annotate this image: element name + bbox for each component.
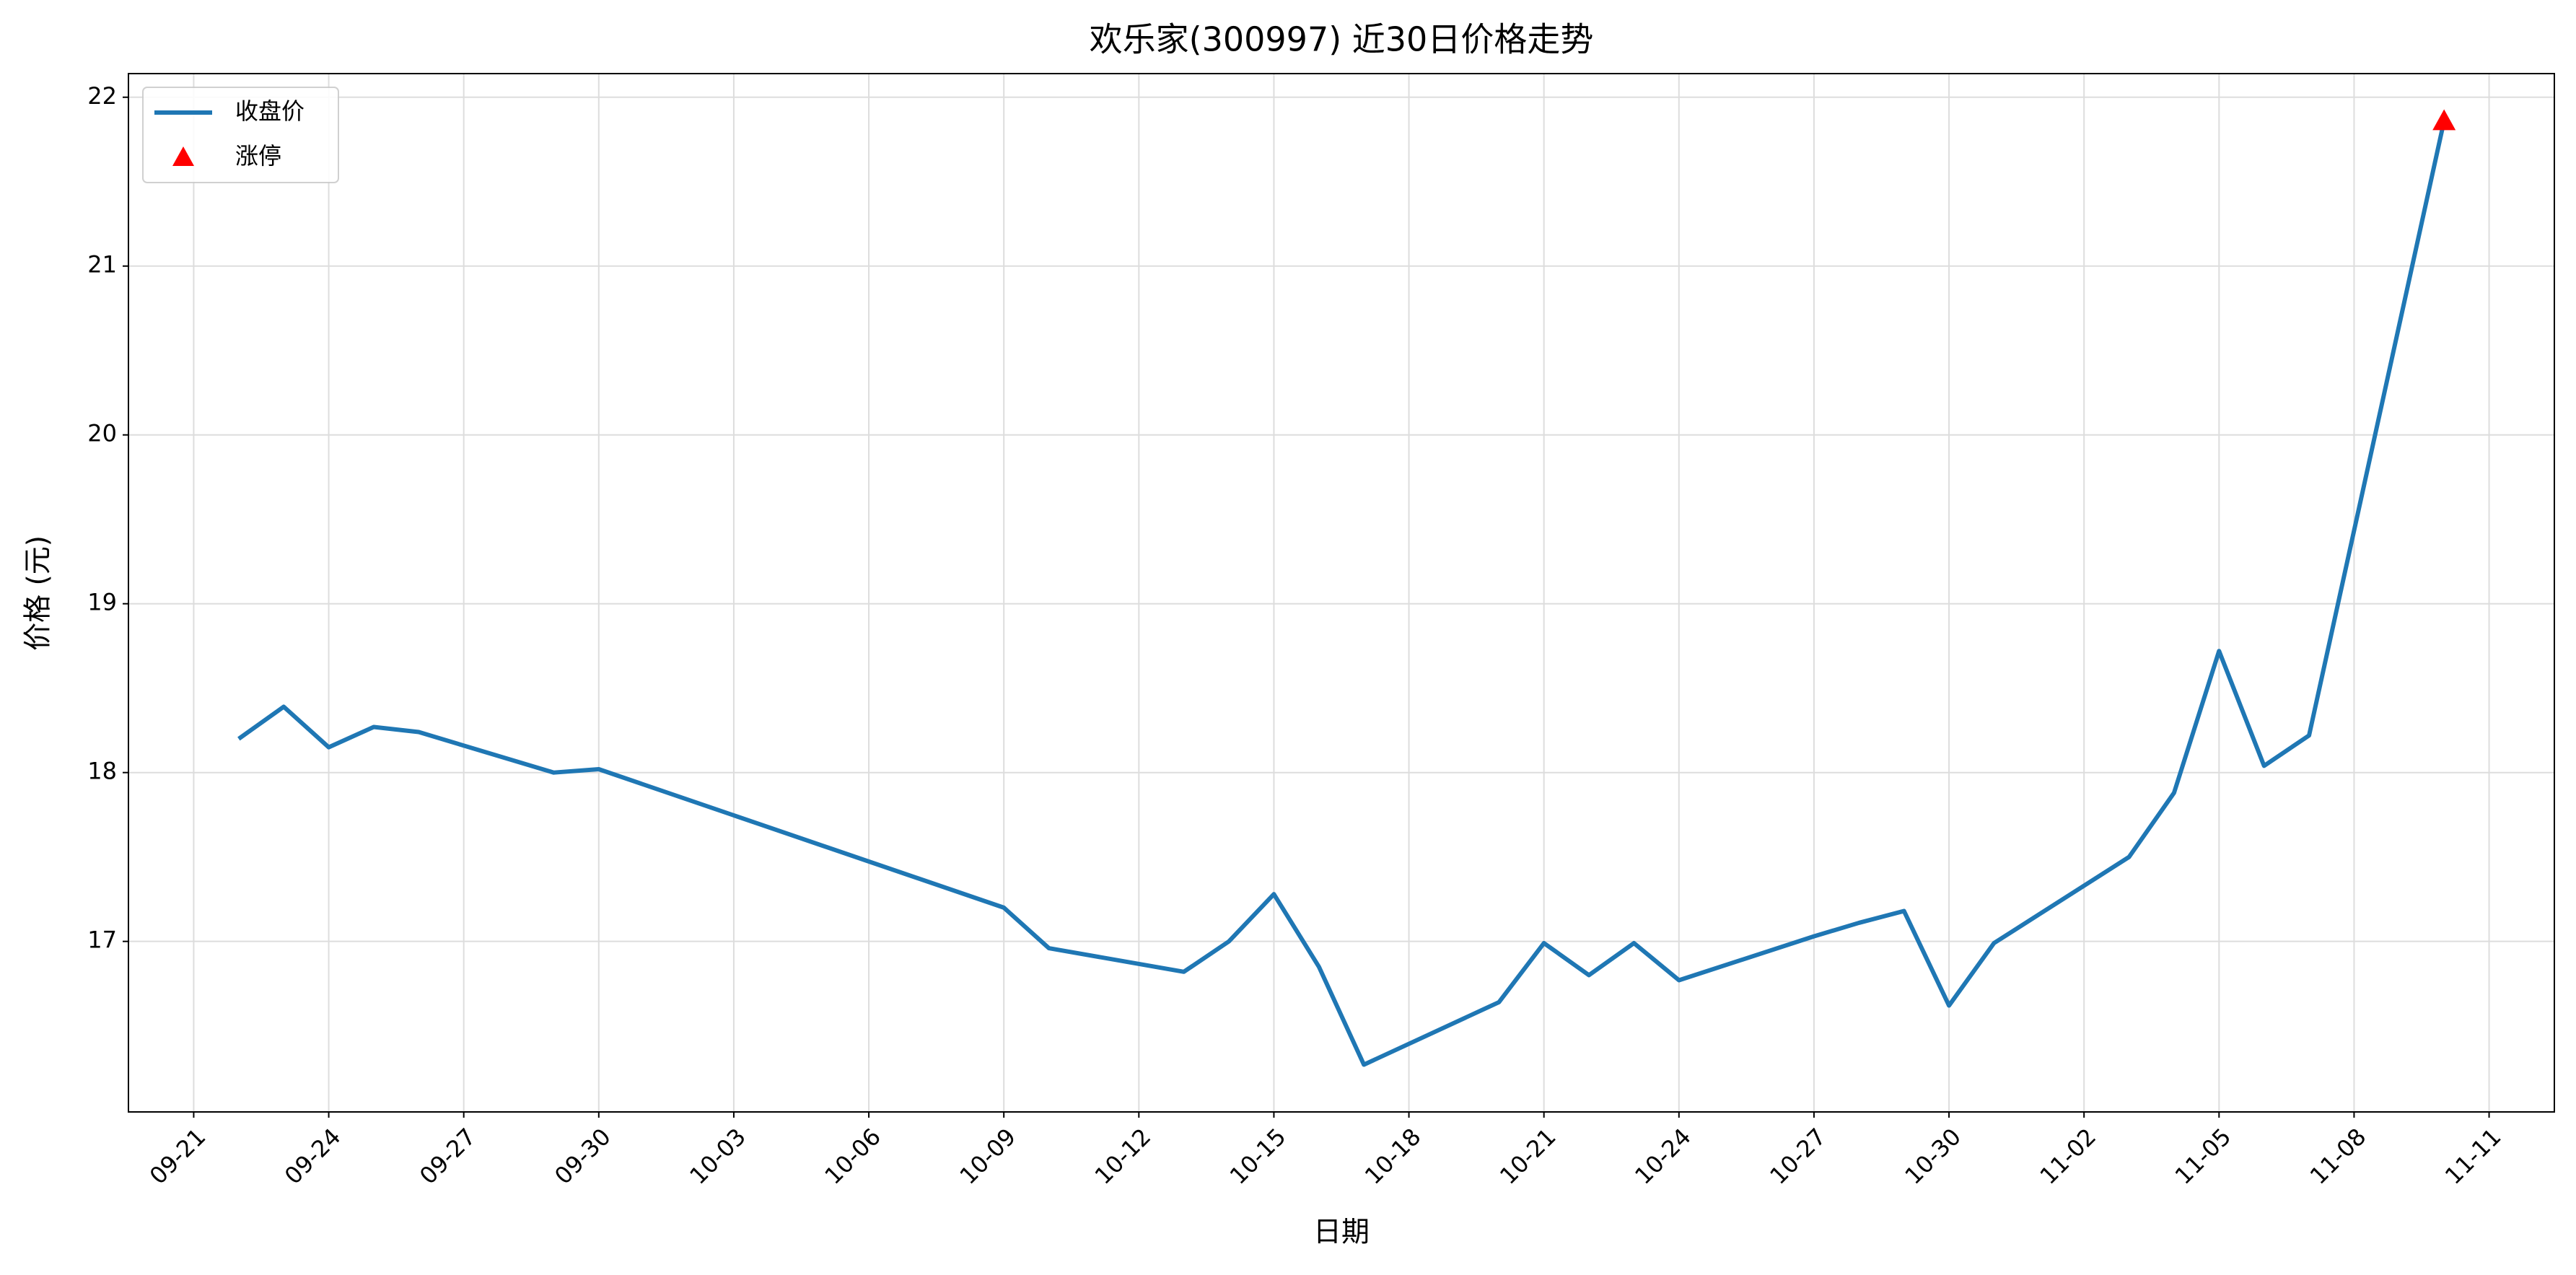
limit-up-marker xyxy=(2432,109,2456,131)
x-axis-label: 日期 xyxy=(1313,1217,1370,1249)
price-line xyxy=(237,120,2447,1067)
legend-label: 涨停 xyxy=(235,142,281,170)
y-tick-label: 18 xyxy=(87,758,117,785)
y-tick-label: 20 xyxy=(87,420,117,447)
plot-frame xyxy=(128,73,2555,1113)
y-tick-label: 17 xyxy=(87,926,117,954)
y-axis-label: 价格 (元) xyxy=(22,535,55,651)
y-tick-label: 19 xyxy=(87,589,117,616)
y-tick-label: 22 xyxy=(87,82,117,110)
legend-label: 收盘价 xyxy=(235,97,305,125)
legend-swatch xyxy=(172,146,194,166)
chart-title: 欢乐家(300997) 近30日价格走势 xyxy=(1090,20,1594,59)
y-tick-label: 21 xyxy=(87,251,117,279)
